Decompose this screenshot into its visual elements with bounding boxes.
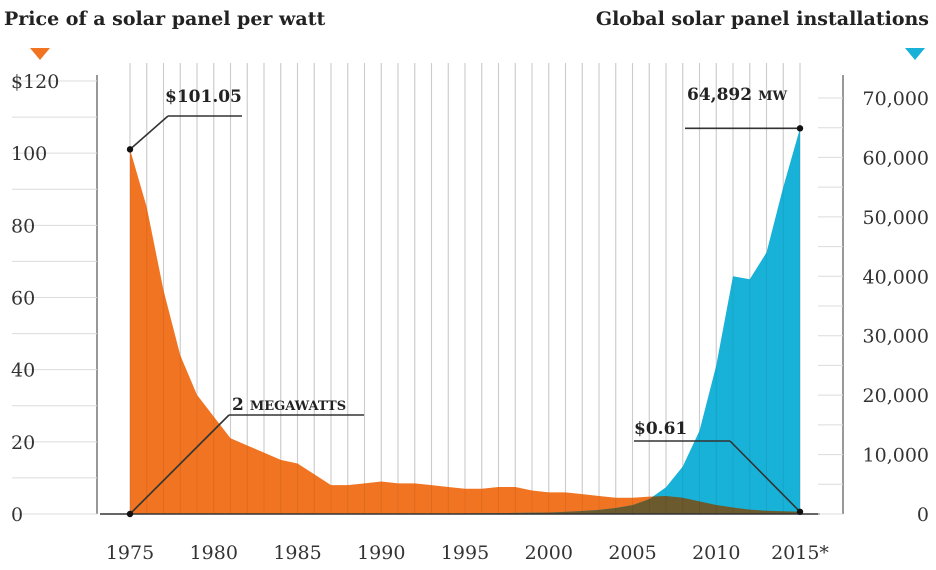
right-axis-tick-label: 40,000	[863, 266, 929, 288]
left-axis-tick-label: 100	[11, 143, 47, 165]
annotation-end-installations: 64,892 MW	[687, 85, 787, 105]
series-area-price	[130, 149, 800, 514]
x-axis-tick-label: 2015*	[771, 542, 829, 564]
point-start-installations	[126, 510, 134, 518]
x-axis-tick-label: 1980	[190, 542, 238, 564]
right-axis-tick-label: 20,000	[863, 385, 929, 407]
series-area-installations	[130, 128, 800, 514]
tick-labels: $120 100 80 60 40 20 0 70,000 60,000 50,000 40,000…	[11, 71, 929, 564]
x-axis-tick-label: 1975	[106, 542, 154, 564]
annotation-start-price: $101.05	[165, 87, 242, 107]
installations-legend-marker	[905, 48, 925, 60]
x-axis-tick-label: 1995	[441, 542, 489, 564]
annotation-end-price: $0.61	[634, 419, 687, 439]
axes	[12, 75, 844, 515]
left-axis-title: Price of a solar panel per watt	[4, 8, 325, 30]
right-axis-title: Global solar panel installations	[596, 8, 929, 30]
point-start-price	[126, 146, 134, 153]
left-axis-tick-label: 60	[11, 288, 35, 310]
annotation-leaders	[126, 115, 804, 518]
x-axis-tick-label: 1985	[273, 542, 321, 564]
annotation-start-installations: 2 MEGAWATTS	[232, 395, 346, 415]
leader-start-price	[129, 115, 169, 150]
right-axis-tick-label: 10,000	[863, 445, 929, 467]
right-axis-tick-label: 30,000	[863, 326, 929, 348]
price-legend-marker	[30, 48, 50, 60]
x-axis-tick-label: 2010	[692, 542, 740, 564]
series-areas	[129, 63, 801, 514]
left-axis-tick-label: 20	[11, 432, 35, 454]
left-axis-tick-label: 0	[11, 504, 23, 526]
left-axis-tick-label: 80	[11, 215, 35, 237]
x-axis-tick-label: 2000	[525, 542, 573, 564]
right-axis-tick-label: 50,000	[863, 207, 929, 229]
left-axis-tick-label: 40	[11, 360, 35, 382]
point-end-price	[796, 508, 804, 515]
x-axis-tick-label: 2005	[608, 542, 656, 564]
x-axis-tick-label: 1990	[357, 542, 405, 564]
left-axis-tick-label: $120	[11, 71, 59, 93]
right-axis-tick-label: 0	[917, 504, 929, 526]
point-end-installations	[796, 125, 804, 132]
leader-end-price	[729, 440, 801, 513]
right-axis-tick-label: 70,000	[863, 88, 929, 110]
leader-start-installations	[129, 414, 230, 515]
right-axis-tick-label: 60,000	[863, 147, 929, 169]
